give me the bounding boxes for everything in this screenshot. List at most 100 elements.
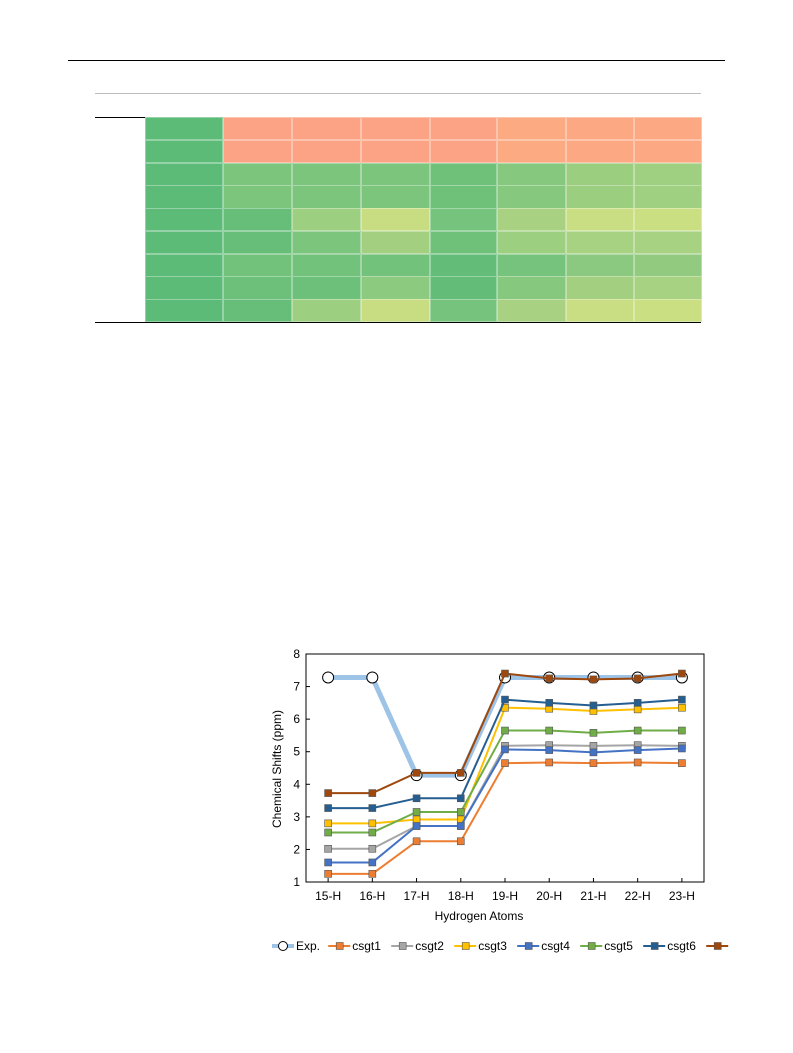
heatmap-cell <box>223 185 292 209</box>
heatmap-cell <box>292 117 361 141</box>
heatmap-cell <box>145 253 223 277</box>
table-bottom-rule <box>95 322 701 323</box>
data-point-csgt3 <box>678 703 686 712</box>
legend-label-csgt5: csgt5 <box>604 939 633 953</box>
heatmap-cell <box>361 208 430 232</box>
heatmap-cell <box>430 299 497 323</box>
data-point-csgt7 <box>501 669 509 678</box>
data-point-csgt1 <box>412 837 421 846</box>
heatmap-cell <box>634 185 702 209</box>
series-line-csgt6 <box>328 698 682 810</box>
y-tick-label: 4 <box>293 777 300 791</box>
heatmap-cell <box>223 276 292 300</box>
legend-marker-csgt4 <box>524 942 533 950</box>
heatmap-cell <box>634 276 702 300</box>
heatmap-cell <box>634 162 702 186</box>
heatmap-cell <box>145 230 223 255</box>
heatmap-cell <box>497 276 566 300</box>
heatmap-cell <box>292 162 361 186</box>
data-point-csgt1 <box>545 758 554 767</box>
heatmap-cell <box>566 276 634 300</box>
heatmap-cell <box>634 139 702 164</box>
legend-label-csgt6: csgt6 <box>667 939 696 953</box>
heatmap-cell <box>430 139 497 164</box>
data-point-csgt7 <box>324 789 332 797</box>
data-point-csgt7 <box>633 674 642 683</box>
heatmap-cell <box>497 253 566 277</box>
x-axis-label: Hydrogen Atoms <box>435 909 524 923</box>
page-header-rule <box>68 60 725 61</box>
data-point-csgt7 <box>456 769 465 777</box>
legend-marker-csgt7 <box>713 942 722 950</box>
data-point-csgt7 <box>545 674 554 683</box>
heatmap-cell <box>145 276 223 300</box>
heatmap-cell <box>430 162 497 186</box>
heatmap-cell <box>361 299 430 323</box>
heatmap-cell <box>145 162 223 186</box>
y-tick-label: 2 <box>293 842 300 856</box>
data-point-csgt6 <box>545 699 554 707</box>
data-point-Exp. <box>366 671 379 684</box>
heatmap-cell <box>497 117 566 141</box>
data-point-csgt1 <box>589 759 598 767</box>
heatmap-cell <box>566 230 634 255</box>
heatmap-cell <box>634 253 702 277</box>
data-point-csgt1 <box>368 870 377 878</box>
data-point-csgt6 <box>589 701 598 710</box>
heatmap-cell <box>566 208 634 232</box>
legend-marker-csgt6 <box>650 942 659 950</box>
heatmap-cell <box>361 230 430 255</box>
data-point-csgt3 <box>412 815 421 824</box>
heatmap-cell <box>634 208 702 232</box>
legend-label-csgt1: csgt1 <box>352 939 381 953</box>
legend-label-Exp.: Exp. <box>296 939 320 953</box>
x-tick-label: 21-H <box>580 889 606 903</box>
x-tick-label: 15-H <box>315 889 341 903</box>
y-tick-label: 8 <box>293 647 300 661</box>
y-tick-label: 1 <box>293 875 300 889</box>
data-point-csgt4 <box>589 748 598 757</box>
heatmap-cell <box>430 253 497 277</box>
data-point-csgt5 <box>368 828 377 837</box>
chemical-shift-figure: 1 2 3 4 5 6 7 8 15-H 16-H 17-H 18-H 19-H 20-H 21-H 22-H… <box>260 640 759 960</box>
x-tick-label: 17-H <box>404 889 430 903</box>
data-point-Exp. <box>322 671 335 684</box>
heatmap-cell <box>430 230 497 255</box>
data-point-csgt5 <box>501 726 509 735</box>
data-point-csgt4 <box>324 858 332 867</box>
heatmap-cell <box>361 253 430 277</box>
data-point-csgt4 <box>368 858 377 867</box>
heatmap-cell <box>292 208 361 232</box>
y-tick-label: 5 <box>293 745 300 759</box>
data-point-csgt6 <box>501 695 509 704</box>
legend-marker-csgt1 <box>335 942 344 950</box>
heatmap-cell <box>145 299 223 323</box>
data-point-csgt6 <box>368 804 377 812</box>
heatmap-cell <box>430 185 497 209</box>
heatmap-cell <box>223 208 292 232</box>
legend-label-csgt3: csgt3 <box>478 939 507 953</box>
x-tick-label: 19-H <box>492 889 518 903</box>
heatmap-cell <box>497 230 566 255</box>
data-point-csgt6 <box>412 794 421 803</box>
data-point-csgt5 <box>412 808 421 816</box>
heatmap-cell <box>497 185 566 209</box>
heatmap-cell <box>223 299 292 323</box>
legend-label-csgt2: csgt2 <box>415 939 444 953</box>
legend-marker-Exp. <box>278 941 288 951</box>
heatmap-cell <box>292 253 361 277</box>
data-point-csgt5 <box>589 729 598 737</box>
heatmap-cell <box>223 253 292 277</box>
heatmap-cell <box>223 230 292 255</box>
heatmap-cell <box>361 117 430 141</box>
data-point-csgt5 <box>633 726 642 735</box>
heatmap-cell <box>292 230 361 255</box>
series-line-csgt1 <box>328 761 682 875</box>
heatmap-cell <box>497 299 566 323</box>
table-top-rule <box>95 93 701 94</box>
legend-label-csgt4: csgt4 <box>541 939 570 953</box>
heatmap-cell <box>430 276 497 300</box>
data-point-csgt3 <box>324 819 332 828</box>
data-point-csgt3 <box>368 819 377 828</box>
data-point-csgt5 <box>678 726 686 735</box>
